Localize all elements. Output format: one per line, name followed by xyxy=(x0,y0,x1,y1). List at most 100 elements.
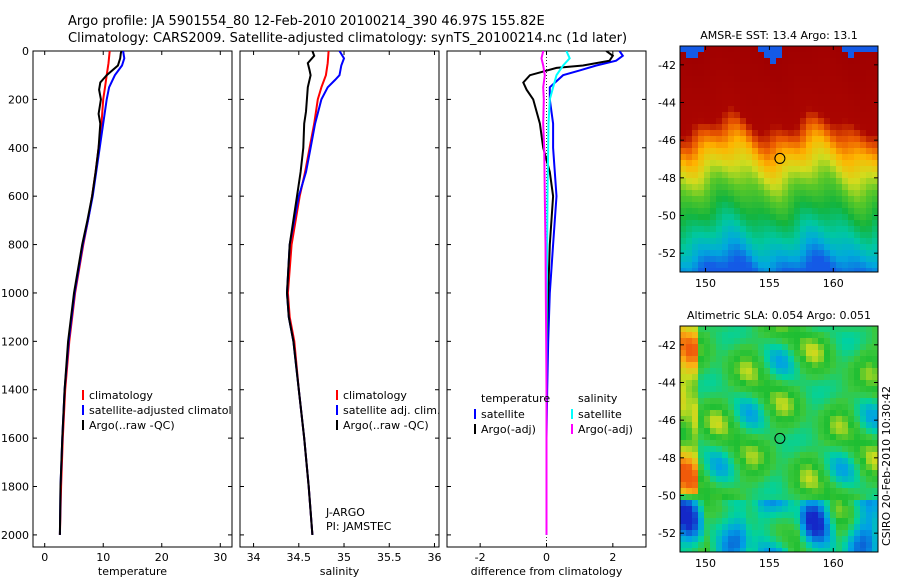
heatmap-cell xyxy=(716,476,722,482)
heatmap-cell xyxy=(806,368,812,374)
heatmap-cell xyxy=(830,172,836,178)
heatmap-cell xyxy=(752,386,758,392)
heatmap-cell xyxy=(848,202,854,208)
heatmap-cell xyxy=(818,208,824,214)
heatmap-cell xyxy=(854,476,860,482)
heatmap-cell xyxy=(722,446,728,452)
heatmap-cell xyxy=(692,100,698,106)
heatmap-cell xyxy=(734,256,740,262)
heatmap-cell xyxy=(806,154,812,160)
heatmap-cell xyxy=(740,536,746,542)
heatmap-cell xyxy=(782,470,788,476)
heatmap-cell xyxy=(872,440,878,446)
heatmap-cell xyxy=(776,512,782,518)
heatmap-cell xyxy=(824,506,830,512)
heatmap-cell xyxy=(854,422,860,428)
heatmap-cell xyxy=(734,344,740,350)
heatmap-cell xyxy=(800,524,806,530)
heatmap-cell xyxy=(794,118,800,124)
heatmap-cell xyxy=(704,154,710,160)
heatmap-cell xyxy=(860,446,866,452)
heatmap-cell xyxy=(872,88,878,94)
heatmap-cell xyxy=(842,392,848,398)
heatmap-cell xyxy=(764,262,770,268)
heatmap-cell xyxy=(812,524,818,530)
heatmap-cell xyxy=(680,464,686,470)
heatmap-cell xyxy=(764,356,770,362)
heatmap-cell xyxy=(764,452,770,458)
heatmap-cell xyxy=(734,58,740,64)
heatmap-cell xyxy=(758,220,764,226)
heatmap-cell xyxy=(824,58,830,64)
heatmap-cell xyxy=(746,136,752,142)
heatmap-cell xyxy=(734,184,740,190)
heatmap-cell xyxy=(752,500,758,506)
heatmap-cell xyxy=(692,238,698,244)
heatmap-cell xyxy=(758,82,764,88)
heatmap-cell xyxy=(686,380,692,386)
heatmap-cell xyxy=(680,416,686,422)
heatmap-cell xyxy=(806,70,812,76)
heatmap-cell xyxy=(722,52,728,58)
heatmap-cell xyxy=(848,172,854,178)
heatmap-cell xyxy=(698,46,704,52)
heatmap-cell xyxy=(806,392,812,398)
heatmap-cell xyxy=(872,202,878,208)
heatmap-cell xyxy=(680,470,686,476)
heatmap-cell xyxy=(860,338,866,344)
heatmap-cell xyxy=(752,542,758,548)
heatmap-cell xyxy=(776,136,782,142)
heatmap-cell xyxy=(848,512,854,518)
heatmap-cell xyxy=(818,368,824,374)
heatmap-cell xyxy=(830,416,836,422)
heatmap-cell xyxy=(806,190,812,196)
heatmap-cell xyxy=(848,506,854,512)
heatmap-cell xyxy=(794,154,800,160)
heatmap-cell xyxy=(836,202,842,208)
heatmap-cell xyxy=(788,208,794,214)
heatmap-cell xyxy=(740,500,746,506)
heatmap-cell xyxy=(716,244,722,250)
heatmap-cell xyxy=(704,530,710,536)
heatmap-cell xyxy=(746,350,752,356)
heatmap-cell xyxy=(728,172,734,178)
heatmap-cell xyxy=(728,124,734,130)
heatmap-cell xyxy=(728,100,734,106)
heatmap-cell xyxy=(710,380,716,386)
heatmap-cell xyxy=(752,368,758,374)
heatmap-cell xyxy=(776,148,782,154)
heatmap-cell xyxy=(788,244,794,250)
heatmap-cell xyxy=(716,392,722,398)
heatmap-cell xyxy=(698,368,704,374)
heatmap-cell xyxy=(776,434,782,440)
heatmap-cell xyxy=(776,154,782,160)
heatmap-cell xyxy=(776,184,782,190)
heatmap-cell xyxy=(770,356,776,362)
heatmap-cell xyxy=(758,512,764,518)
heatmap-cell xyxy=(734,112,740,118)
heatmap-cell xyxy=(722,88,728,94)
heatmap-cell xyxy=(698,530,704,536)
heatmap-cell xyxy=(752,410,758,416)
heatmap-cell xyxy=(830,506,836,512)
heatmap-cell xyxy=(746,64,752,70)
heatmap-cell xyxy=(800,482,806,488)
heatmap-cell xyxy=(728,202,734,208)
heatmap-cell xyxy=(788,178,794,184)
heatmap-cell xyxy=(770,482,776,488)
heatmap-cell xyxy=(872,208,878,214)
heatmap-cell xyxy=(776,470,782,476)
heatmap-cell xyxy=(788,100,794,106)
heatmap-cell xyxy=(836,214,842,220)
heatmap-cell xyxy=(800,196,806,202)
heatmap-cell xyxy=(836,136,842,142)
heatmap-cell xyxy=(728,524,734,530)
heatmap-cell xyxy=(764,488,770,494)
heatmap-cell xyxy=(806,64,812,70)
heatmap-cell xyxy=(854,374,860,380)
heatmap-cell xyxy=(836,166,842,172)
heatmap-cell xyxy=(686,208,692,214)
heatmap-cell xyxy=(704,238,710,244)
heatmap-cell xyxy=(746,440,752,446)
heatmap-cell xyxy=(788,374,794,380)
